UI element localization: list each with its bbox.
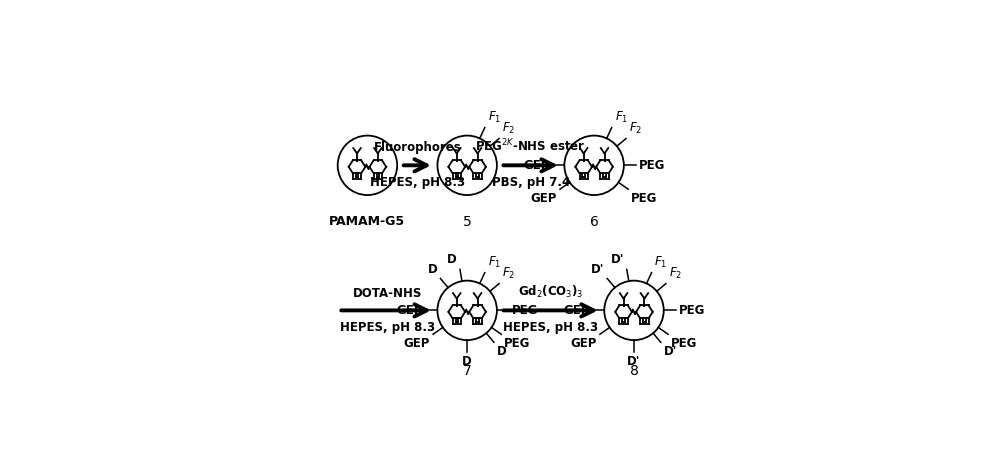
Text: $F_1$: $F_1$ xyxy=(615,110,628,125)
Text: D': D' xyxy=(591,263,604,276)
Text: $F_2$: $F_2$ xyxy=(502,121,515,136)
Text: Fluorophores: Fluorophores xyxy=(373,141,461,154)
Text: PEG: PEG xyxy=(512,304,538,317)
Text: D': D' xyxy=(664,345,677,358)
Text: 8: 8 xyxy=(630,364,638,378)
Text: 7: 7 xyxy=(463,364,472,378)
Text: PEG$^{2K}$-NHS ester: PEG$^{2K}$-NHS ester xyxy=(475,138,586,154)
Text: DOTA-NHS: DOTA-NHS xyxy=(353,286,423,300)
Text: HEPES, pH 8.3: HEPES, pH 8.3 xyxy=(503,321,598,334)
Text: $F_1$: $F_1$ xyxy=(488,110,501,125)
Text: $F_2$: $F_2$ xyxy=(629,121,642,136)
Text: PEG: PEG xyxy=(639,159,665,172)
Text: D': D' xyxy=(610,253,624,267)
Text: GEP: GEP xyxy=(404,337,430,350)
Text: PEG: PEG xyxy=(631,192,657,205)
Text: D': D' xyxy=(627,355,641,368)
Text: D: D xyxy=(462,355,472,368)
Text: Gd$_2$(CO$_3$)$_3$: Gd$_2$(CO$_3$)$_3$ xyxy=(518,284,583,300)
Text: PEG: PEG xyxy=(679,304,705,317)
Text: PEG: PEG xyxy=(504,337,531,350)
Text: D: D xyxy=(447,253,457,267)
Text: PAMAM-G5: PAMAM-G5 xyxy=(329,215,405,228)
Text: D: D xyxy=(497,345,507,358)
Text: $F_2$: $F_2$ xyxy=(502,266,515,281)
Text: PEG: PEG xyxy=(671,337,697,350)
Text: $F_1$: $F_1$ xyxy=(654,255,668,270)
Text: D: D xyxy=(428,263,438,276)
Text: GEP: GEP xyxy=(523,159,550,172)
Text: $F_2$: $F_2$ xyxy=(669,266,682,281)
Text: PBS, pH 7.4: PBS, pH 7.4 xyxy=(492,176,570,189)
Text: 5: 5 xyxy=(463,215,472,229)
Text: $F_1$: $F_1$ xyxy=(488,255,501,270)
Text: GEP: GEP xyxy=(571,337,597,350)
Text: HEPES, pH 8.3: HEPES, pH 8.3 xyxy=(340,321,435,334)
Text: 6: 6 xyxy=(590,215,599,229)
Text: GEP: GEP xyxy=(396,304,423,317)
Text: GEP: GEP xyxy=(563,304,589,317)
Text: HEPES, pH 8.3: HEPES, pH 8.3 xyxy=(370,176,465,189)
Text: GEP: GEP xyxy=(531,192,557,205)
